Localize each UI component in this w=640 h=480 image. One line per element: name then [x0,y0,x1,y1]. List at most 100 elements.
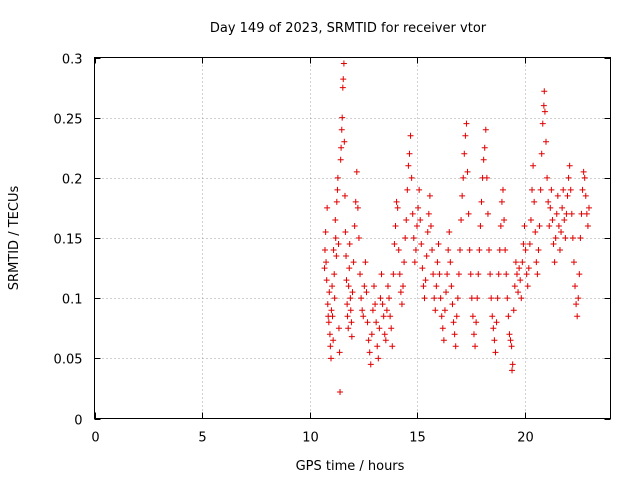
y-tick-label: 0.1 [62,293,83,308]
data-point [395,247,402,254]
data-point [521,222,528,229]
data-point [414,222,420,229]
data-point [472,343,479,350]
data-point [323,259,330,266]
data-point [337,156,344,163]
data-point [444,271,451,278]
data-point [477,222,484,229]
x-tick-label: 10 [302,431,319,446]
data-point [404,186,411,193]
data-point [392,222,399,229]
data-point [541,108,548,115]
data-point [560,186,567,193]
data-point [436,271,443,278]
data-point [338,126,345,133]
data-point [415,204,422,211]
data-point [391,241,398,248]
data-point [397,289,404,296]
data-point [341,192,348,199]
data-point [354,204,361,211]
data-point [441,307,448,314]
data-point [350,259,357,266]
data-point [564,192,571,199]
data-point [359,307,366,314]
data-point [347,307,354,314]
data-point [362,259,369,266]
x-tick-label: 0 [91,431,99,446]
data-point [410,235,417,241]
data-point [559,204,566,211]
data-point [408,174,415,181]
data-point [344,301,351,308]
data-point [483,174,490,181]
data-point [345,325,352,332]
data-point [439,325,446,332]
data-point [509,367,516,374]
data-point [340,60,347,67]
data-point [447,259,454,266]
data-point [337,389,344,396]
data-point [581,174,588,181]
data-point [324,301,331,308]
data-point [549,216,556,223]
data-point [367,361,374,368]
data-point [398,301,405,308]
data-point [426,192,433,199]
data-point [569,235,576,241]
data-point [416,186,423,193]
data-point [575,295,582,302]
data-point [369,307,376,314]
data-point [452,343,459,350]
data-point [378,271,385,278]
data-point [344,313,351,320]
data-point [427,222,434,229]
data-point [455,271,462,278]
data-point [382,337,389,344]
data-point [331,271,338,278]
data-point [326,289,333,296]
data-point [332,216,339,223]
data-point [466,247,473,254]
data-point [478,198,485,205]
data-point [525,265,532,272]
data-point [516,265,523,272]
data-point [333,253,340,260]
data-point [509,361,516,368]
data-point [526,241,533,248]
data-point [519,259,526,266]
data-point [335,325,342,332]
data-point [440,337,447,344]
data-points [321,60,592,396]
data-point [545,198,552,205]
data-point [496,247,503,254]
data-point [454,295,461,302]
data-point [333,198,340,205]
data-point [534,271,541,278]
data-point [379,301,386,308]
data-point [524,283,531,290]
data-point [493,319,500,326]
data-point [550,241,557,248]
data-point [555,222,562,229]
data-point [520,241,527,248]
data-point [469,313,476,320]
data-point [342,228,349,235]
data-point [475,271,482,278]
data-point [380,313,387,320]
data-point [343,277,350,284]
data-point [423,253,430,260]
data-point [465,210,472,217]
data-point [548,186,555,193]
data-point [407,132,414,139]
data-point [492,349,499,356]
data-point [458,216,465,223]
data-point [429,247,436,254]
data-point [331,295,338,302]
data-point [445,247,452,254]
data-point [420,283,427,290]
data-point [533,259,540,266]
data-point [501,216,508,223]
data-point [457,247,463,254]
data-point [409,210,416,217]
